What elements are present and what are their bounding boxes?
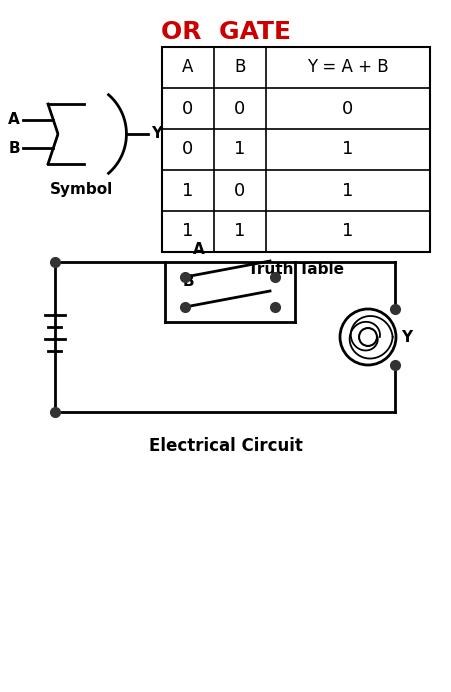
Text: 1: 1 [341,181,353,199]
Text: 1: 1 [182,223,193,241]
Text: 0: 0 [182,140,193,158]
Text: Y: Y [151,127,162,141]
Text: A: A [8,112,20,127]
Text: 1: 1 [341,223,353,241]
Text: OR  GATE: OR GATE [161,20,290,44]
Text: A: A [182,59,193,77]
Text: 1: 1 [234,223,245,241]
Text: 1: 1 [234,140,245,158]
Text: B: B [183,274,194,289]
Bar [161,47,429,252]
Text: 1: 1 [182,181,193,199]
Text: Y = A + B: Y = A + B [307,59,388,77]
Text: 0: 0 [341,100,353,118]
Text: Truth Table: Truth Table [248,262,343,277]
Text: B: B [234,59,245,77]
Text: 0: 0 [182,100,193,118]
Text: 1: 1 [341,140,353,158]
Text: A: A [193,242,204,257]
Text: Electrical Circuit: Electrical Circuit [149,437,302,455]
Text: Y: Y [400,329,411,345]
Text: 0: 0 [234,100,245,118]
Text: 0: 0 [234,181,245,199]
Text: Symbol: Symbol [50,182,113,197]
Text: B: B [9,140,20,156]
